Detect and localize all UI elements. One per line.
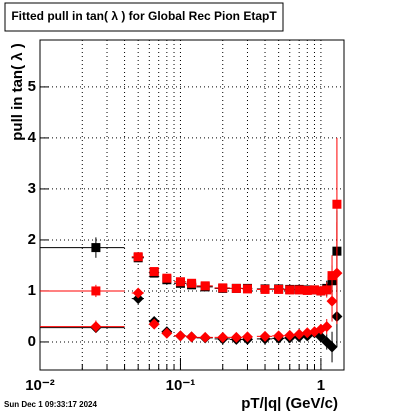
marker <box>91 243 101 253</box>
marker <box>321 321 333 333</box>
marker <box>273 330 285 342</box>
marker <box>259 330 271 342</box>
marker <box>174 330 186 342</box>
x-tick-label: 10⁻¹ <box>166 377 196 394</box>
marker <box>90 321 102 333</box>
marker <box>200 281 210 291</box>
marker <box>217 331 229 343</box>
x-tick-label: 10⁻² <box>25 377 55 394</box>
marker <box>293 328 305 340</box>
marker <box>132 287 144 299</box>
marker <box>301 327 313 339</box>
marker <box>285 285 295 295</box>
marker <box>309 285 319 295</box>
marker <box>242 284 252 294</box>
marker <box>187 278 197 288</box>
y-tick-label: 2 <box>28 231 36 248</box>
marker <box>326 295 338 307</box>
marker <box>132 293 144 305</box>
title-box <box>4 2 284 32</box>
marker <box>149 267 159 277</box>
plot-frame <box>39 39 345 371</box>
marker <box>327 271 337 281</box>
marker <box>284 329 296 341</box>
y-tick-label: 0 <box>28 333 36 350</box>
x-axis-label: pT/|q| (GeV/c) <box>241 395 338 412</box>
marker <box>175 277 185 287</box>
y-axis-label: pull in tan( λ ) <box>9 43 26 141</box>
marker <box>199 331 211 343</box>
marker <box>133 252 143 262</box>
marker <box>91 286 101 296</box>
marker <box>326 341 338 353</box>
marker <box>302 285 312 295</box>
marker <box>162 273 172 283</box>
marker <box>230 331 242 343</box>
marker <box>186 331 198 343</box>
y-tick-label: 3 <box>28 180 36 197</box>
chart-title: Fitted pull in tan( λ ) for Global Rec P… <box>11 9 277 23</box>
x-tick-label: 1 <box>317 377 325 394</box>
timestamp: Sun Dec 1 09:33:17 2024 <box>4 400 97 409</box>
marker <box>148 318 160 330</box>
y-tick-label: 1 <box>28 282 36 299</box>
marker <box>322 285 332 295</box>
marker <box>260 284 270 294</box>
marker <box>218 283 228 293</box>
marker <box>231 283 241 293</box>
marker <box>294 285 304 295</box>
marker <box>274 284 284 294</box>
marker <box>332 199 342 209</box>
marker <box>241 331 253 343</box>
y-tick-label: 4 <box>28 129 37 146</box>
marker <box>316 286 326 296</box>
marker <box>331 267 343 279</box>
marker <box>161 327 173 339</box>
y-tick-label: 5 <box>28 78 36 95</box>
